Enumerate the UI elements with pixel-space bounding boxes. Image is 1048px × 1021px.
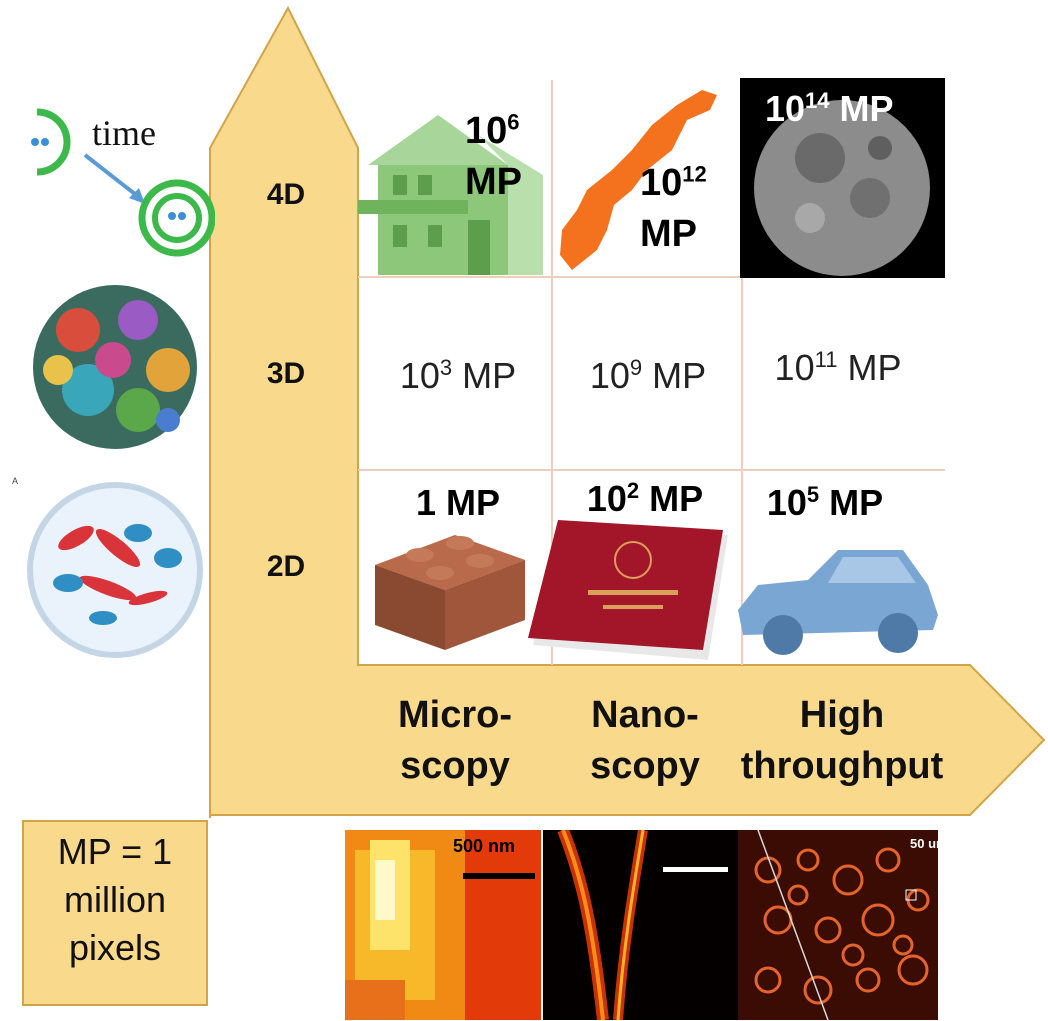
column-nanoscopy-label: Nano-scopy [590,694,700,788]
cell-2d-ht: 105 MP [766,482,884,523]
legend-line-2: million [63,878,167,920]
cell-3d-ht: 1011 MP [774,347,902,388]
microscopy-scale-label: 500 nm [453,836,516,856]
moon-icon [754,100,930,276]
cell-4d-ht: 1014 MP [765,88,894,129]
ht-scale-label: 50 un [910,836,944,851]
level-3d-label: 3D [266,357,306,390]
level-4d-label: 4D [266,178,306,211]
cell-2d-nano: 102 MP [586,478,704,519]
column-high-throughput-label: High throughput [740,694,944,788]
car-icon [738,550,938,655]
cell-4d-micro: 106 MP [465,109,522,204]
level-2d-label: 2D [266,550,306,583]
time-label: time [92,113,156,153]
passport-icon [528,520,728,660]
nanoscopy-image [543,830,738,1020]
house-icon [358,115,543,275]
scale-bar [463,873,535,879]
cell-3d-micro: 103 MP [399,355,517,396]
legend-line-3: pixels [68,926,162,968]
lego-brick-icon [375,535,525,650]
legend-line-1: MP = 1 [57,831,173,872]
virus-icon [33,285,197,449]
cell-3d-nano: 109 MP [589,355,707,396]
high-throughput-image [738,830,938,1020]
microscopy-image [345,830,541,1020]
nanoscopy-scale-bar [663,867,728,872]
moon-panel [740,78,945,278]
norway-map-icon [560,90,717,270]
cell-4d-nano: 1012 MP [640,161,707,256]
cell-division-icon [31,108,215,257]
petri-dish-icon [27,482,203,658]
cell-2d-micro: 1 MP [415,482,501,523]
column-microscopy-label: Micro-scopy [398,694,512,788]
legend-box: MP = 1 million pixels [22,820,208,1006]
